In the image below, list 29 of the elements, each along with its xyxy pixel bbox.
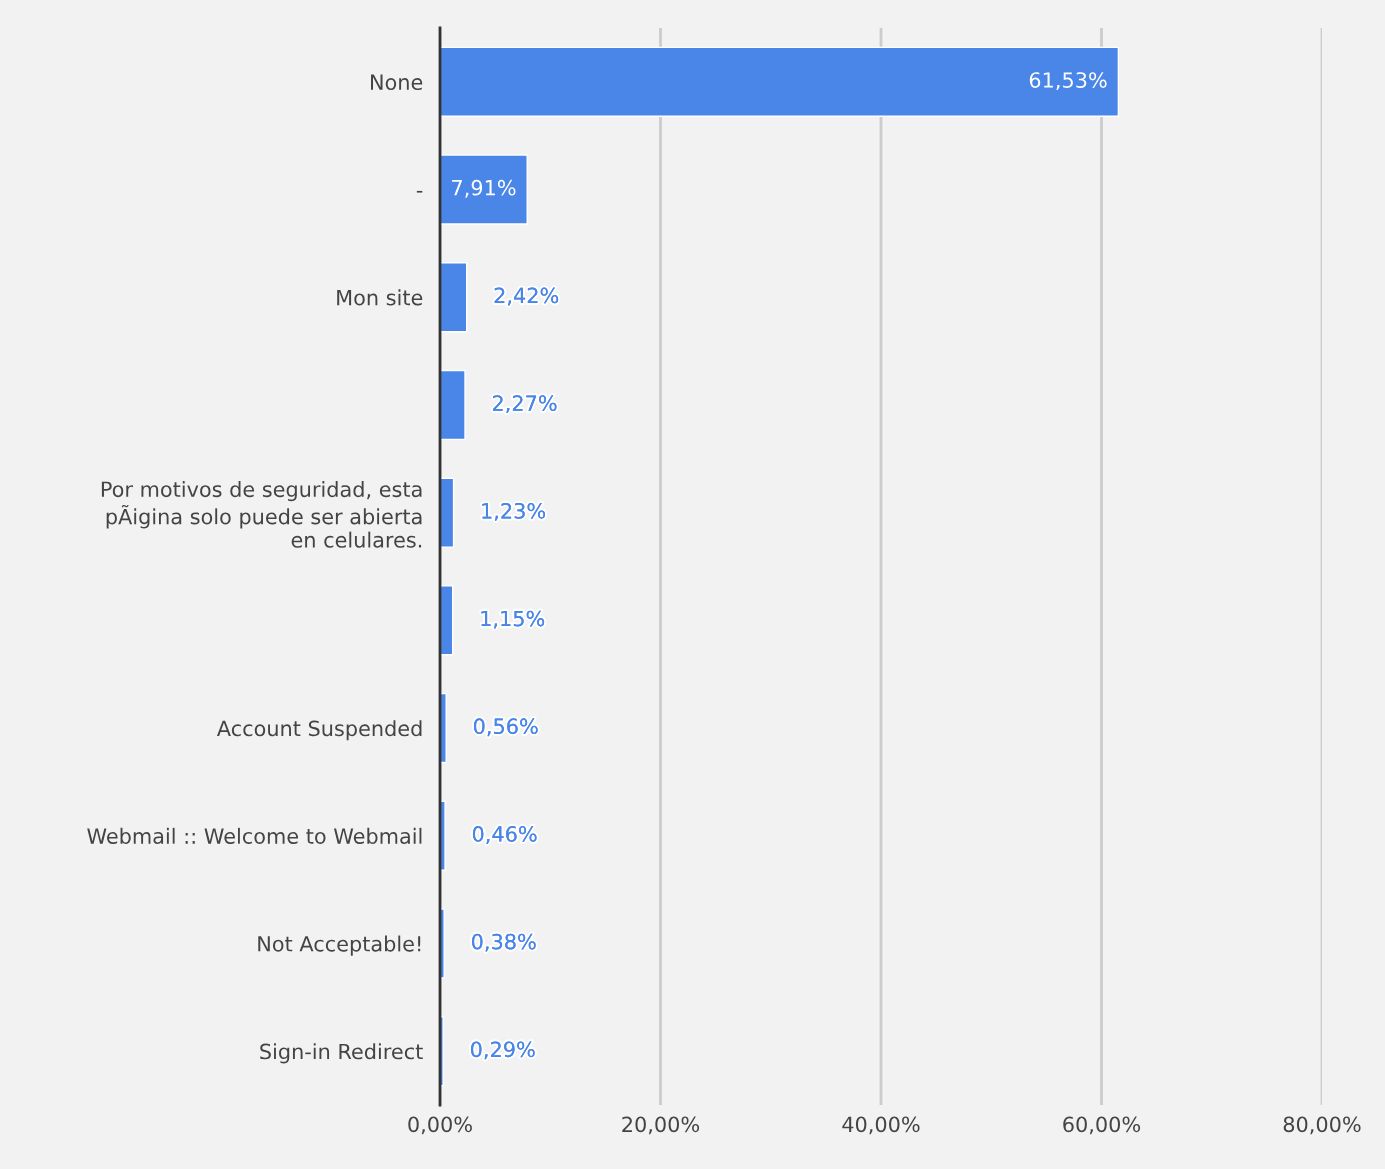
data-label: 2,42% bbox=[494, 287, 559, 306]
y-tick-label: Not Acceptable! bbox=[258, 935, 421, 956]
data-label: 1,15% bbox=[481, 610, 545, 629]
bar bbox=[440, 154, 528, 225]
data-label: 0,56% bbox=[474, 718, 538, 737]
data-label: 0,46% bbox=[472, 826, 537, 844]
bar bbox=[440, 477, 455, 548]
data-label: 7,91% bbox=[452, 179, 516, 198]
y-tick-label: Webmail :: Welcome to Webmail bbox=[87, 827, 422, 844]
bar bbox=[440, 585, 454, 656]
y-tick-label: Sign-in Redirect bbox=[260, 1043, 423, 1064]
x-tick-label: 0,00% bbox=[408, 1116, 472, 1135]
data-label: 2,27% bbox=[493, 395, 557, 414]
y-tick-label: Mon site bbox=[337, 289, 423, 306]
y-tick-label: Account Suspended bbox=[216, 720, 422, 741]
data-label: 1,23% bbox=[482, 502, 546, 521]
y-tick-label: - bbox=[416, 190, 423, 193]
data-label: 0,38% bbox=[472, 933, 536, 952]
bar bbox=[440, 262, 468, 333]
data-label: 0,29% bbox=[471, 1041, 535, 1060]
y-tick-label: None bbox=[371, 74, 423, 91]
x-tick-label: 60,00% bbox=[1063, 1116, 1141, 1135]
bar bbox=[440, 46, 1120, 118]
bar bbox=[440, 369, 466, 441]
x-tick-label: 80,00% bbox=[1283, 1116, 1361, 1135]
y-tick-label: Por motivos de seguridad, esta pÃigina solo puede ser abierta en celulares. bbox=[101, 481, 422, 548]
x-tick-label: 20,00% bbox=[622, 1116, 700, 1135]
data-label: 61,53% bbox=[1029, 72, 1107, 91]
x-tick-label: 40,00% bbox=[842, 1116, 920, 1135]
